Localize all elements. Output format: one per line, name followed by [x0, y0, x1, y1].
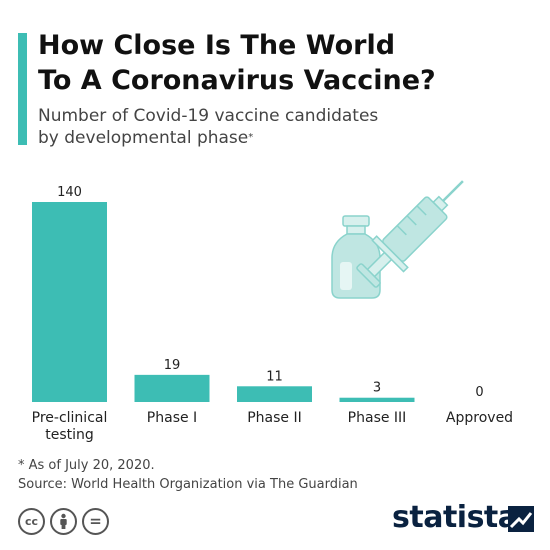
bar-0[interactable] — [32, 202, 107, 402]
footnote-note: * As of July 20, 2020. — [18, 458, 155, 473]
value-label-1: 19 — [164, 358, 181, 373]
vial-icon — [331, 215, 381, 299]
category-label-0-line-1: testing — [45, 427, 94, 443]
statista-logo-text[interactable]: statista — [392, 500, 518, 535]
footnote-source: Source: World Health Organization via Th… — [18, 477, 358, 492]
bar-1[interactable] — [134, 374, 210, 402]
chart-title: How Close Is The World To A Coronavirus … — [38, 28, 538, 98]
category-label-3: Phase III — [348, 410, 407, 426]
value-label-2: 11 — [266, 369, 283, 384]
syringe-icon — [356, 180, 464, 288]
person-icon — [60, 513, 67, 529]
attribution-icon[interactable] — [50, 508, 77, 535]
category-label-0-line-0: Pre-clinical — [32, 410, 108, 426]
title-line-1: How Close Is The World — [38, 30, 396, 61]
title-accent-bar — [18, 33, 27, 145]
category-label-2: Phase II — [247, 410, 302, 426]
cc-icon[interactable]: cc — [18, 508, 45, 535]
title-line-2: To A Coronavirus Vaccine? — [38, 65, 436, 96]
chart-subtitle: Number of Covid-19 vaccine candidates by… — [38, 105, 378, 149]
value-label-4: 0 — [475, 385, 483, 400]
no-derivatives-icon[interactable]: = — [82, 508, 109, 535]
category-label-4: Approved — [446, 410, 513, 426]
category-label-1: Phase I — [147, 410, 197, 426]
value-label-3: 3 — [373, 381, 381, 396]
bar-3[interactable] — [339, 397, 415, 402]
subtitle-footnote-mark: * — [248, 132, 254, 143]
bar-2[interactable] — [237, 386, 312, 402]
subtitle-line-1: Number of Covid-19 vaccine candidates — [38, 106, 379, 126]
vaccine-syringe-illustration — [331, 180, 464, 299]
statista-logo-icon[interactable] — [508, 506, 534, 532]
footnote: * As of July 20, 2020. Source: World Hea… — [18, 456, 358, 494]
subtitle-line-2: by developmental phase* — [38, 127, 378, 149]
value-label-0: 140 — [57, 185, 82, 200]
subtitle-line-2-text: by developmental phase — [38, 128, 249, 148]
